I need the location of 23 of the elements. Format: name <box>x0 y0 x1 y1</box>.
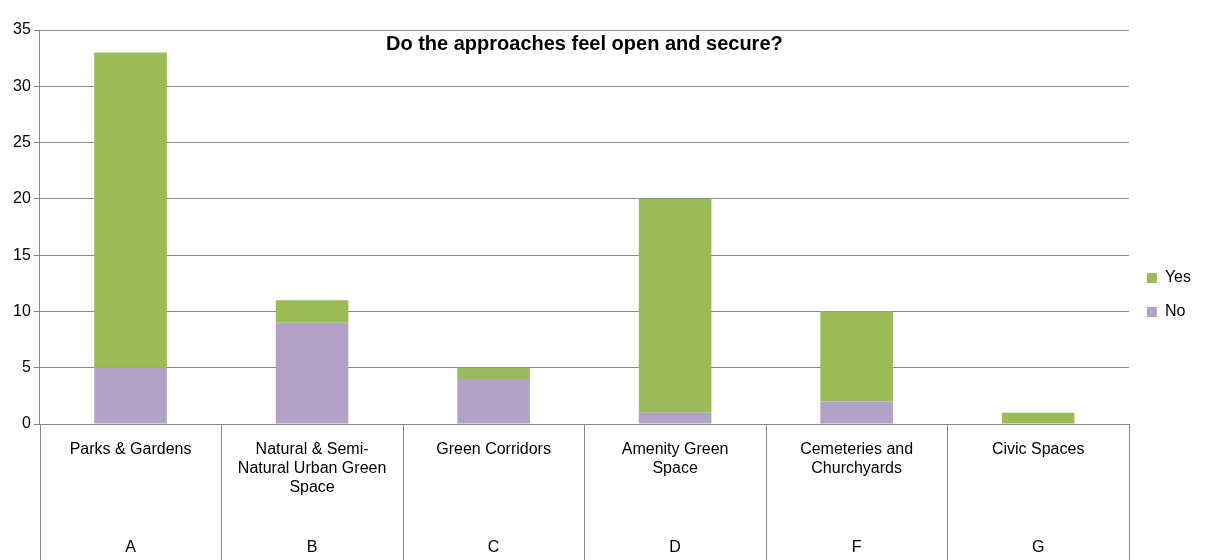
text: D <box>669 538 681 556</box>
x-tick-label: Natural & Semi-Natural Urban Green Space <box>237 440 387 496</box>
x-tick-label: Cemeteries and Churchyards <box>800 440 914 477</box>
legend-label: No <box>1164 302 1186 320</box>
y-tick-label: 35 <box>13 20 31 38</box>
y-tick-label: 5 <box>21 358 31 376</box>
text: C <box>487 538 500 556</box>
x-tick-label: Civic Spaces <box>991 440 1085 458</box>
text: G <box>1031 538 1045 556</box>
x-tick-label: Parks & Gardens <box>69 440 192 458</box>
text: B <box>306 538 318 556</box>
chart-title: Do the approaches feel open and secure? <box>385 31 783 54</box>
y-tick-label: 10 <box>13 301 31 319</box>
y-tick-label: 15 <box>13 245 31 263</box>
y-tick-label: 30 <box>13 76 31 94</box>
legend-label: Yes <box>1164 268 1192 286</box>
y-tick-label: 20 <box>13 189 31 207</box>
y-tick-label: 0 <box>21 414 31 432</box>
text: A <box>125 538 137 556</box>
text: F <box>851 538 862 556</box>
x-tick-label: Green Corridors <box>436 440 551 458</box>
y-tick-label: 25 <box>13 132 31 150</box>
x-tick-label: Amenity Green Space <box>621 440 729 477</box>
